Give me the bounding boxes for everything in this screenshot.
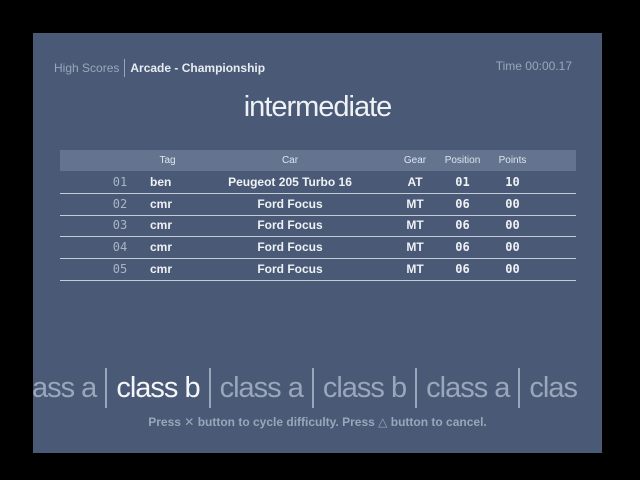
gear-cell: MT bbox=[406, 261, 424, 276]
high-scores-panel: High Scores Arcade - Championship Time 0… bbox=[33, 33, 602, 453]
position-cell: 06 bbox=[455, 196, 470, 211]
points-cell: 00 bbox=[505, 240, 520, 255]
col-gear: Gear bbox=[403, 155, 427, 166]
gear-cell: MT bbox=[406, 218, 424, 233]
triangle-button-icon: △ bbox=[378, 415, 388, 429]
class-option[interactable]: class a bbox=[219, 371, 304, 404]
tag-cell: ben bbox=[150, 175, 172, 189]
points-cell: 00 bbox=[505, 196, 520, 211]
table-row: 01 ben Peugeot 205 Turbo 16 AT 01 10 bbox=[60, 172, 576, 194]
gear-cell: AT bbox=[407, 175, 423, 189]
rank-cell: 01 bbox=[112, 175, 128, 189]
control-hint: Press ✕ button to cycle difficulty. Pres… bbox=[33, 415, 602, 429]
class-carousel[interactable]: ass a class b class a class b class a clas bbox=[33, 368, 586, 408]
car-cell: Ford Focus bbox=[257, 240, 323, 255]
col-car: Car bbox=[281, 155, 299, 166]
time-value: 00:00.17 bbox=[525, 59, 572, 73]
time-display: Time 00:00.17 bbox=[496, 59, 572, 73]
class-option[interactable]: clas bbox=[529, 371, 578, 404]
position-cell: 06 bbox=[455, 261, 470, 276]
class-option[interactable]: class b bbox=[322, 371, 407, 404]
table-row: 03 cmr Ford Focus MT 06 00 bbox=[60, 215, 576, 238]
position-cell: 06 bbox=[455, 218, 470, 233]
position-cell: 06 bbox=[455, 240, 470, 255]
class-divider bbox=[415, 368, 418, 408]
class-divider bbox=[105, 368, 108, 408]
rank-cell: 03 bbox=[112, 218, 128, 233]
table-header: Tag Car Gear Position Points bbox=[60, 150, 576, 171]
class-option[interactable]: ass a bbox=[33, 371, 97, 404]
class-divider bbox=[208, 368, 211, 408]
class-option[interactable]: class a bbox=[426, 371, 510, 404]
tag-cell: cmr bbox=[150, 261, 173, 276]
points-cell: 00 bbox=[505, 218, 520, 233]
car-cell: Ford Focus bbox=[257, 196, 323, 211]
tag-cell: cmr bbox=[150, 240, 173, 255]
table-row: 04 cmr Ford Focus MT 06 00 bbox=[60, 237, 576, 260]
class-option[interactable]: class b bbox=[116, 371, 200, 404]
breadcrumb-section: High Scores bbox=[54, 61, 120, 75]
rank-cell: 02 bbox=[112, 196, 128, 211]
time-label: Time bbox=[495, 59, 522, 73]
hint-text: button to cancel. bbox=[390, 415, 487, 429]
breadcrumb-mode: Arcade - Championship bbox=[130, 61, 266, 75]
col-points: Points bbox=[498, 155, 527, 166]
car-cell: Ford Focus bbox=[257, 218, 323, 233]
hint-text: button to cycle difficulty. Press bbox=[197, 415, 375, 429]
gear-cell: MT bbox=[406, 240, 424, 255]
rank-cell: 04 bbox=[112, 240, 128, 255]
difficulty-title: intermediate bbox=[243, 91, 393, 123]
hint-text: Press bbox=[148, 415, 181, 429]
rank-cell: 05 bbox=[112, 261, 128, 276]
cross-button-icon: ✕ bbox=[184, 415, 195, 429]
table-row: 02 cmr Ford Focus MT 06 00 bbox=[60, 194, 576, 216]
position-cell: 01 bbox=[455, 175, 470, 189]
tag-cell: cmr bbox=[150, 218, 173, 233]
col-position: Position bbox=[444, 155, 481, 166]
breadcrumb: High Scores Arcade - Championship bbox=[54, 59, 265, 77]
car-cell: Ford Focus bbox=[257, 261, 323, 276]
tag-cell: cmr bbox=[150, 196, 173, 211]
points-cell: 00 bbox=[505, 261, 520, 276]
table-row: 05 cmr Ford Focus MT 06 00 bbox=[60, 259, 576, 281]
points-cell: 10 bbox=[505, 175, 520, 189]
class-divider bbox=[311, 368, 314, 408]
breadcrumb-divider bbox=[124, 59, 126, 77]
gear-cell: MT bbox=[406, 196, 424, 211]
class-divider bbox=[518, 368, 521, 408]
col-tag: Tag bbox=[159, 155, 176, 166]
car-cell: Peugeot 205 Turbo 16 bbox=[228, 175, 352, 189]
